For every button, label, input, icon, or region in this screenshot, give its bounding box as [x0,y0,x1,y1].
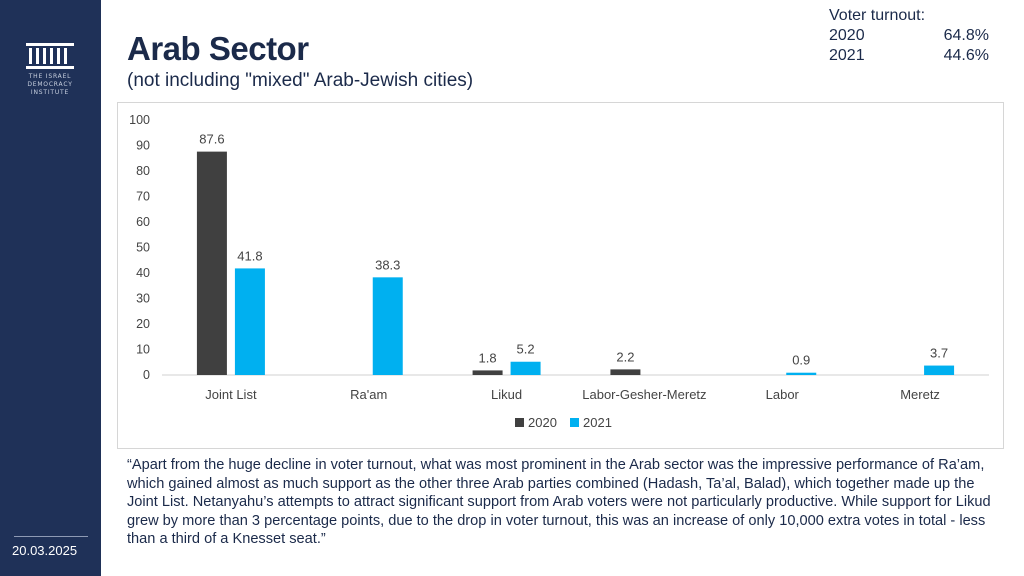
institute-logo-icon [24,42,76,72]
turnout-year: 2021 [829,47,865,64]
y-tick-label: 90 [136,139,150,153]
slide-date: 20.03.2025 [12,543,78,558]
logo-text: THE ISRAEL DEMOCRACY INSTITUTE [14,73,86,97]
analysis-quote: “Apart from the huge decline in voter tu… [127,457,991,548]
data-label: 1.8 [479,350,497,365]
x-tick-label: Labor-Gesher-Meretz [582,387,706,402]
x-tick-label: Ra'am [350,387,387,402]
legend-swatch [515,418,524,427]
bar-2021 [786,372,817,375]
data-label: 38.3 [375,257,400,272]
y-tick-label: 80 [136,164,150,178]
y-tick-label: 10 [136,343,150,357]
y-tick-label: 0 [143,368,150,382]
data-label: 41.8 [237,248,262,263]
data-label: 87.6 [199,132,224,147]
logo-line: THE ISRAEL [28,73,72,80]
y-tick-label: 70 [136,190,150,204]
y-tick-label: 60 [136,215,150,229]
logo-line: INSTITUTE [30,89,70,96]
data-label: 0.9 [792,353,810,368]
x-tick-label: Meretz [900,387,940,402]
data-label: 5.2 [517,342,535,357]
x-tick-label: Labor [766,387,800,402]
legend-label: 2020 [528,415,557,430]
page-subtitle: (not including "mixed" Arab-Jewish citie… [127,70,474,91]
turnout-year: 2020 [829,27,865,44]
bar-chart: 0 10 20 30 40 50 60 70 80 90 100 Joint List 87.6 41.8… [129,113,989,430]
legend-label: 2021 [583,415,612,430]
turnout-row: 2020 64.8% [829,26,989,46]
bar-2020 [472,370,503,375]
turnout-label: Voter turnout: [829,7,926,24]
sidebar-divider [14,536,88,537]
bar-2021 [234,268,265,375]
logo-line: DEMOCRACY [27,81,73,88]
bar-2020 [610,369,641,375]
legend-swatch [570,418,579,427]
y-tick-label: 40 [136,266,150,280]
bar-2021 [510,361,541,375]
turnout-value: 44.6% [943,47,989,64]
turnout-value: 64.8% [943,27,989,44]
y-tick-label: 50 [136,241,150,255]
x-tick-label: Likud [491,387,522,402]
turnout-box: Voter turnout: 2020 64.8% 2021 44.6% [829,6,989,66]
page-title: Arab Sector [127,30,309,67]
bar-2021 [372,277,403,375]
y-tick-label: 100 [129,113,150,127]
data-label: 2.2 [616,349,634,364]
bar-2021 [924,365,955,375]
bar-2020 [196,151,227,375]
y-tick-label: 30 [136,292,150,306]
data-label: 3.7 [930,346,948,361]
turnout-row: 2021 44.6% [829,46,989,66]
chart-area: 0 10 20 30 40 50 60 70 80 90 100 Joint List 87.6 41.8… [117,102,1004,449]
y-tick-label: 20 [136,317,150,331]
sidebar: THE ISRAEL DEMOCRACY INSTITUTE 20.03.202… [0,0,101,576]
x-tick-label: Joint List [205,387,257,402]
